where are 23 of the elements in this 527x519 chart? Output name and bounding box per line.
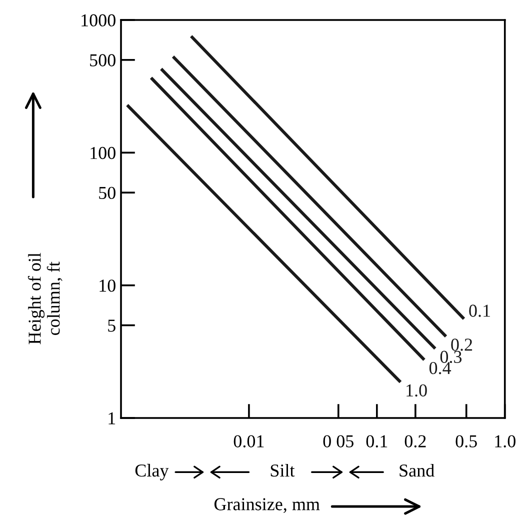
y-tick-label: 1000 — [82, 14, 116, 26]
x-axis-title: Grainsize, mm — [214, 498, 320, 513]
y-tick-label: 5 — [108, 320, 116, 332]
series-label: 0.2 — [451, 338, 472, 351]
x-tick-label: 0.2 — [404, 435, 426, 448]
y-tick-label: 1 — [108, 412, 116, 424]
y-tick-label: 100 — [90, 146, 116, 160]
x-tick-label: 0.01 — [234, 435, 264, 448]
series-label: 0.4 — [429, 362, 452, 374]
y-axis-title: Height of oil column, ft — [28, 252, 62, 344]
text: Silt — [270, 464, 295, 477]
y-tick-label: 500 — [90, 54, 116, 66]
x-tick-label: 0.1 — [366, 435, 388, 448]
x-tick-label: 0.5 — [456, 435, 477, 448]
x-tick-label: 0 05 — [323, 435, 354, 448]
series-label: 1.0 — [406, 384, 427, 397]
text: Sand — [400, 464, 434, 477]
series-label: 0.1 — [469, 304, 490, 317]
series-label: 0.3 — [440, 350, 462, 364]
x-tick-label: 1.0 — [495, 435, 516, 448]
y-tick-label: 10 — [100, 280, 116, 292]
y-tick-label: 50 — [99, 186, 116, 200]
text: Clay — [135, 464, 169, 480]
